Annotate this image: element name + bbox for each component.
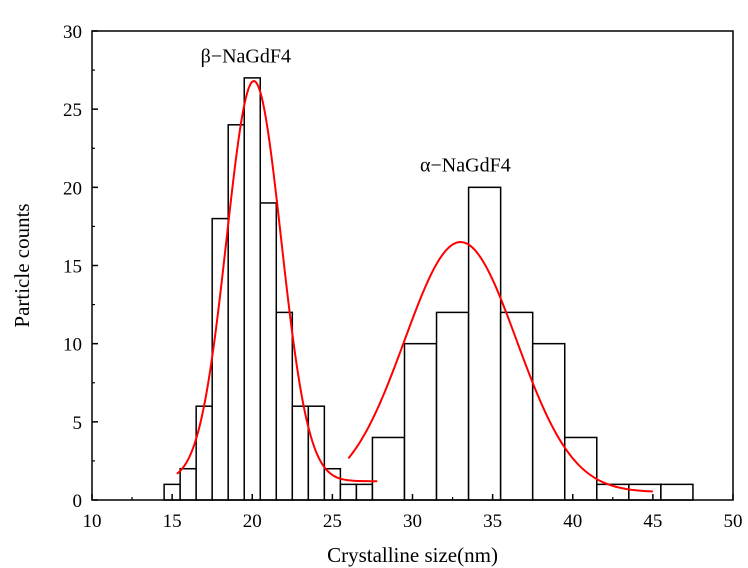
histogram-bar xyxy=(660,483,694,501)
gaussian-fit-curve xyxy=(176,80,378,483)
x-tick-label: 50 xyxy=(724,511,743,532)
y-tick-label: 10 xyxy=(63,335,82,356)
x-tick-label: 25 xyxy=(323,511,342,532)
fit-curves-layer xyxy=(176,80,653,493)
histogram-bar xyxy=(563,436,598,501)
histogram-bar xyxy=(435,311,470,501)
phase-annotation: α−NaGdF4 xyxy=(420,155,511,177)
x-axis-ticks: 10 15 20 25 30 35 40 45 50 xyxy=(83,494,743,532)
x-tick-label: 45 xyxy=(643,511,662,532)
histogram-bar xyxy=(403,342,438,501)
histogram-bar xyxy=(371,436,406,501)
histogram-bar xyxy=(243,77,262,501)
histogram-bar xyxy=(179,467,197,501)
histogram-bar xyxy=(275,311,294,501)
histogram-bar xyxy=(211,217,229,501)
histogram-bar xyxy=(339,483,358,501)
x-tick-label: 35 xyxy=(483,511,502,532)
y-tick-label: 15 xyxy=(63,257,82,278)
histogram-bar xyxy=(195,405,213,501)
x-tick-label: 40 xyxy=(563,511,582,532)
histogram-bar xyxy=(499,311,534,501)
y-tick-label: 20 xyxy=(63,178,82,199)
x-tick-label: 20 xyxy=(243,511,262,532)
phase-annotation: β−NaGdF4 xyxy=(201,45,291,67)
gaussian-fit-curve xyxy=(347,241,653,493)
x-tick-label: 10 xyxy=(83,511,102,532)
y-axis-ticks: 0 5 10 15 20 25 30 xyxy=(63,22,98,512)
histogram-bar xyxy=(355,483,374,501)
y-axis-title: Particle counts xyxy=(10,203,34,327)
histogram-bar xyxy=(467,186,502,501)
y-tick-label: 30 xyxy=(63,22,82,43)
histogram-bar xyxy=(259,202,278,501)
bars-layer xyxy=(163,77,694,501)
x-tick-label: 15 xyxy=(163,511,182,532)
x-axis-title: Crystalline size(nm) xyxy=(327,543,498,567)
histogram-bar xyxy=(628,483,662,501)
annotations-layer: β−NaGdF4 α−NaGdF4 xyxy=(201,45,511,176)
y-tick-label: 25 xyxy=(63,100,82,121)
y-tick-label: 5 xyxy=(73,413,83,434)
histogram-bar xyxy=(227,124,245,501)
histogram-bar xyxy=(531,342,566,501)
y-tick-label: 0 xyxy=(73,491,83,512)
x-tick-label: 30 xyxy=(403,511,422,532)
